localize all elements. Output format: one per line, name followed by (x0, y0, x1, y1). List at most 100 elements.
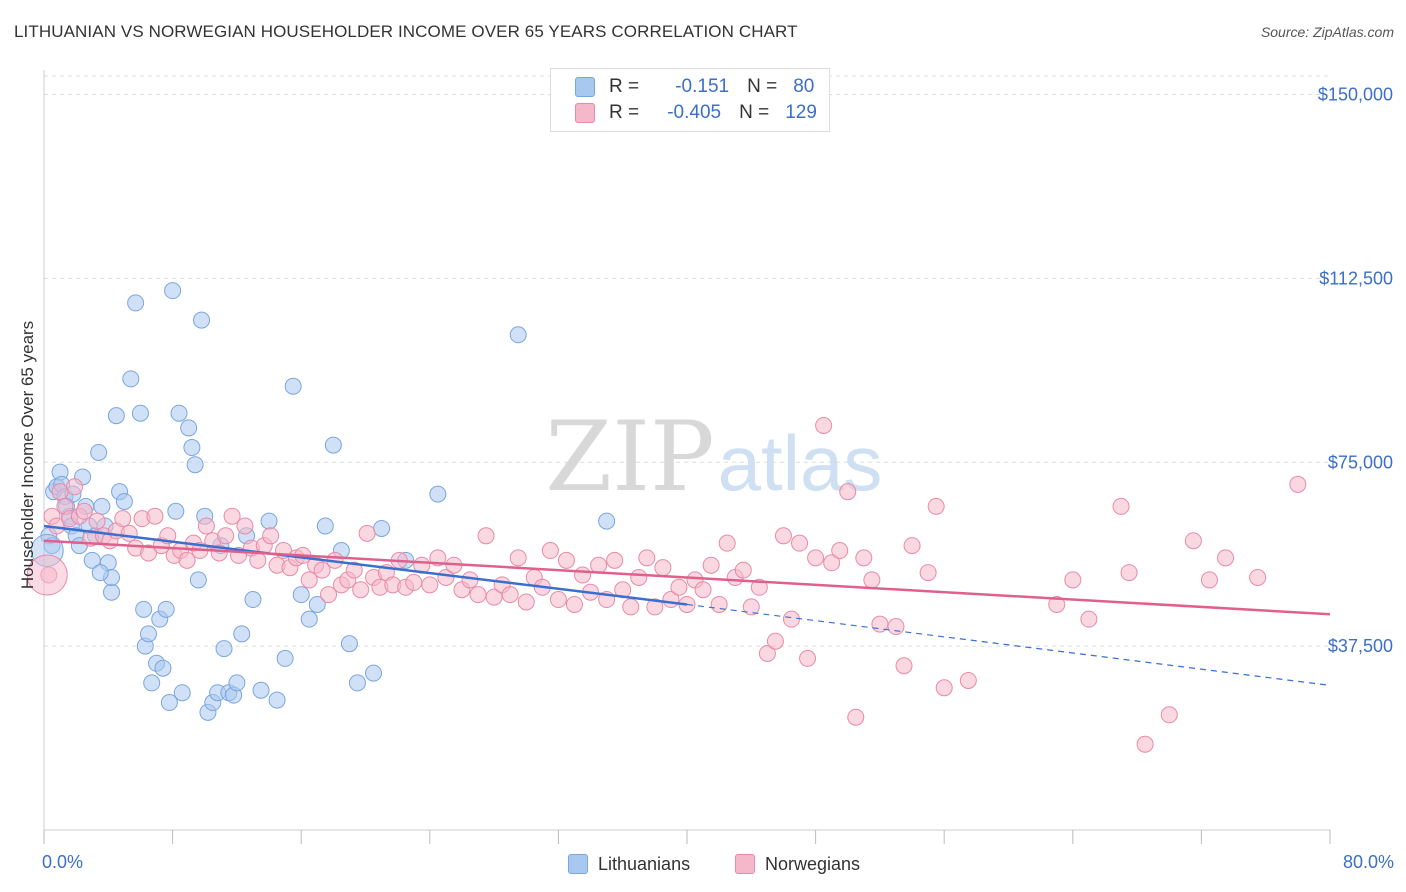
data-point-norwegians (421, 576, 439, 594)
watermark-atlas: atlas (718, 419, 883, 507)
data-point-lithuanians (186, 456, 204, 474)
data-point-norwegians (799, 649, 817, 667)
data-point-norwegians (831, 542, 849, 560)
y-tick-labels: $37,500 $75,000 $112,500 $150,000 (1318, 85, 1393, 657)
data-point-norwegians (197, 517, 215, 535)
data-point-lithuanians (115, 492, 133, 510)
data-point-lithuanians (292, 586, 310, 604)
data-point-norwegians (766, 632, 784, 650)
data-point-norwegians (114, 510, 132, 528)
data-point-lithuanians (308, 595, 326, 613)
data-point-lithuanians (598, 512, 616, 530)
data-point-lithuanians (373, 519, 391, 537)
data-point-norwegians (750, 578, 768, 596)
data-point-lithuanians (429, 485, 447, 503)
legend-row-lithuanians: R = -0.151 N = 80 (575, 75, 814, 99)
data-point-norwegians (815, 416, 833, 434)
data-point-lithuanians (509, 326, 527, 344)
data-point-lithuanians (164, 282, 182, 300)
data-point-lithuanians (93, 497, 111, 515)
data-point-lithuanians (127, 294, 145, 312)
data-point-norwegians (887, 618, 905, 636)
data-point-lithuanians (193, 311, 211, 329)
data-point-norwegians (959, 671, 977, 689)
data-point-norwegians (1064, 571, 1082, 589)
data-point-norwegians (791, 534, 809, 552)
y-tick-label: $150,000 (1318, 85, 1393, 105)
data-point-norwegians (646, 598, 664, 616)
legend-label-lithuanians: Lithuanians (598, 853, 691, 874)
data-point-norwegians (622, 598, 640, 616)
data-point-lithuanians (160, 694, 178, 712)
data-point-norwegians (734, 561, 752, 579)
data-point-norwegians (1112, 497, 1130, 515)
data-point-norwegians (710, 595, 728, 613)
data-point-lithuanians (215, 640, 233, 658)
data-point-lithuanians (324, 436, 342, 454)
data-point-norwegians (847, 708, 865, 726)
legend-r-value: -0.405 (667, 102, 722, 123)
data-point-lithuanians (284, 377, 302, 395)
data-point-norwegians (590, 556, 608, 574)
data-point-norwegians (758, 644, 776, 662)
data-point-norwegians (1200, 571, 1218, 589)
data-point-norwegians (345, 561, 363, 579)
y-tick-label: $37,500 (1328, 636, 1393, 656)
data-point-norwegians (262, 527, 280, 545)
data-point-norwegians (549, 591, 567, 609)
data-point-norwegians (839, 483, 857, 501)
data-point-norwegians (654, 559, 672, 577)
data-point-lithuanians (183, 439, 201, 457)
data-point-lithuanians (167, 502, 185, 520)
correlation-legend: R = -0.151 N = 80 R = -0.405 N = 129 (550, 68, 830, 132)
data-point-lithuanians (91, 564, 109, 582)
data-point-norwegians (217, 527, 235, 545)
data-point-norwegians (300, 571, 318, 589)
data-point-lithuanians (189, 571, 207, 589)
trend-line-lithuanians (43, 524, 688, 606)
data-point-lithuanians (154, 659, 172, 677)
data-point-norwegians (823, 554, 841, 572)
y-axis-title: Householder Income Over 65 years (18, 321, 37, 589)
axes (43, 70, 1331, 844)
data-point-norwegians (178, 551, 196, 569)
data-point-norwegians (1160, 706, 1178, 724)
legend-n-value: 129 (785, 102, 817, 123)
data-point-norwegians (469, 586, 487, 604)
data-point-norwegians (1184, 532, 1202, 550)
legend-n-label: N = (739, 102, 770, 123)
data-point-norwegians (461, 571, 479, 589)
data-point-norwegians (249, 551, 267, 569)
data-point-lithuanians (348, 674, 366, 692)
data-point-norwegians (1217, 549, 1235, 567)
y-tick-label: $112,500 (1319, 268, 1393, 288)
legend-swatch-pink (575, 103, 595, 123)
data-point-norwegians (1048, 595, 1066, 613)
data-point-lithuanians (139, 625, 157, 643)
data-point-norwegians (1136, 735, 1154, 753)
data-point-norwegians (807, 549, 825, 567)
data-point-norwegians (903, 537, 921, 555)
data-point-norwegians (1080, 610, 1098, 628)
data-point-norwegians (75, 502, 93, 520)
data-point-lithuanians (170, 404, 188, 422)
legend-swatch-blue (575, 77, 595, 97)
data-point-norwegians (855, 549, 873, 567)
chart-source: Source: ZipAtlas.com (1260, 24, 1394, 40)
data-point-norwegians (88, 512, 106, 530)
legend-r-label: R = (609, 76, 640, 97)
legend-swatch-blue (568, 854, 588, 874)
legend-swatch-pink (735, 854, 755, 874)
data-point-lithuanians (252, 681, 270, 699)
data-point-norwegians (630, 568, 648, 586)
data-point-norwegians (702, 556, 720, 574)
data-point-norwegians (51, 483, 69, 501)
trend-lines (43, 524, 1331, 686)
data-point-norwegians (895, 657, 913, 675)
data-point-norwegians (320, 586, 338, 604)
data-point-lithuanians (365, 664, 383, 682)
data-point-norwegians (1120, 564, 1138, 582)
data-point-norwegians (223, 507, 241, 525)
data-point-norwegians (670, 578, 688, 596)
data-point-lithuanians (135, 600, 153, 618)
